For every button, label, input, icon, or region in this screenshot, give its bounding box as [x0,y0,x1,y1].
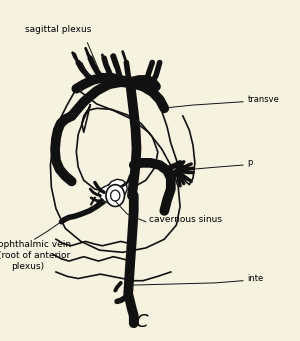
Circle shape [106,185,124,207]
Text: inte: inte [248,274,264,283]
Circle shape [111,190,120,201]
Text: C: C [135,312,148,330]
Text: ophthalmic vein: ophthalmic vein [0,240,71,249]
Text: sagittal plexus: sagittal plexus [26,25,92,34]
Text: p: p [248,158,253,167]
Text: (root of anterior: (root of anterior [0,251,70,260]
Text: transve: transve [248,95,280,104]
Text: plexus): plexus) [11,262,45,271]
Polygon shape [99,179,127,203]
Text: cavernous sinus: cavernous sinus [148,215,222,224]
